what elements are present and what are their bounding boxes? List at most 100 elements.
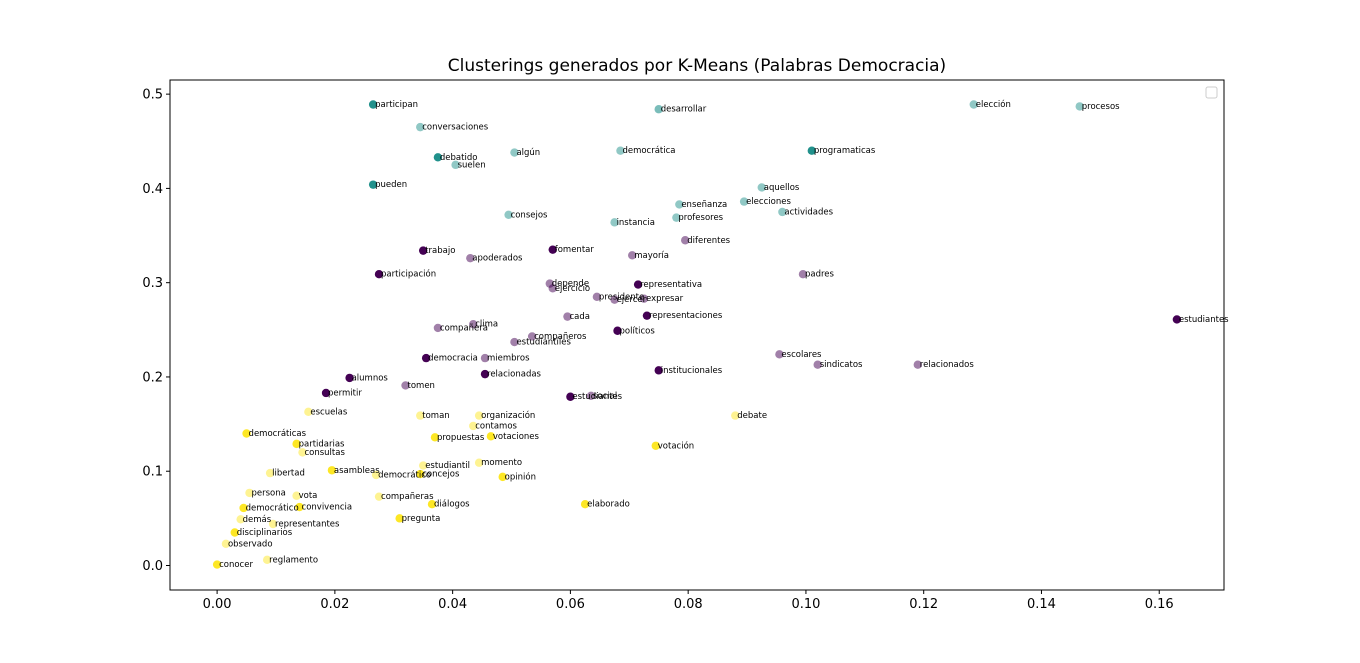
point-label: pregunta bbox=[402, 514, 441, 524]
y-tick-label: 0.2 bbox=[142, 370, 163, 385]
x-tick-label: 0.12 bbox=[909, 597, 938, 612]
point-label: suelen bbox=[458, 160, 486, 170]
data-point bbox=[345, 373, 354, 383]
data-point bbox=[321, 388, 331, 398]
point-label: reglamento bbox=[269, 555, 318, 565]
data-point bbox=[265, 468, 275, 478]
data-point bbox=[1172, 315, 1182, 324]
point-label: democracia bbox=[428, 354, 478, 364]
point-label: elecciones bbox=[746, 197, 791, 207]
data-point bbox=[221, 539, 231, 549]
data-point bbox=[427, 500, 437, 509]
point-label: elaborado bbox=[587, 500, 630, 510]
point-label: contamos bbox=[475, 421, 517, 431]
point-label: compañeras bbox=[381, 492, 434, 502]
x-tick-label: 0.00 bbox=[203, 597, 232, 612]
data-point bbox=[474, 458, 484, 467]
x-tick-label: 0.04 bbox=[438, 597, 467, 612]
point-label: consejos bbox=[511, 210, 548, 220]
data-point bbox=[371, 470, 381, 480]
point-label: democrática bbox=[622, 146, 675, 156]
point-label: persona bbox=[251, 488, 285, 498]
data-point bbox=[757, 183, 766, 192]
x-tick-label: 0.14 bbox=[1027, 597, 1056, 612]
point-label: pueden bbox=[375, 180, 407, 190]
data-point bbox=[418, 246, 428, 255]
data-point bbox=[613, 326, 622, 335]
point-label: trabajo bbox=[425, 246, 455, 256]
point-label: opinión bbox=[505, 471, 536, 482]
data-point bbox=[480, 369, 490, 379]
data-point bbox=[913, 360, 923, 369]
point-label: partidarias bbox=[299, 439, 345, 449]
point-label: organización bbox=[481, 410, 535, 421]
y-tick-label: 0.3 bbox=[142, 276, 163, 291]
x-tick-label: 0.16 bbox=[1145, 597, 1174, 612]
point-label: depende bbox=[552, 279, 589, 289]
point-label: debatido bbox=[440, 153, 478, 163]
point-label: procesos bbox=[1082, 102, 1120, 112]
chart-title: Clusterings generados por K-Means (Palab… bbox=[448, 56, 946, 76]
data-point bbox=[466, 253, 475, 263]
data-point bbox=[374, 492, 384, 501]
data-point bbox=[807, 146, 817, 155]
point-label: permitir bbox=[328, 388, 362, 398]
data-point bbox=[327, 466, 337, 475]
x-tick-label: 0.02 bbox=[320, 597, 349, 612]
point-label: fomentar bbox=[555, 245, 595, 255]
data-point bbox=[610, 218, 619, 227]
point-label: padres bbox=[805, 270, 835, 280]
data-point bbox=[268, 519, 278, 529]
y-tick-label: 0.0 bbox=[142, 559, 163, 574]
data-point bbox=[610, 295, 619, 304]
point-label: compañeros bbox=[534, 332, 587, 342]
point-label: toman bbox=[422, 411, 449, 421]
data-point bbox=[239, 503, 248, 513]
data-point bbox=[628, 251, 637, 260]
plot-frame bbox=[169, 79, 1225, 591]
data-point bbox=[469, 319, 478, 329]
data-point bbox=[418, 461, 428, 470]
point-label: sindicatos bbox=[820, 360, 863, 370]
x-tick-label: 0.06 bbox=[556, 597, 585, 612]
point-label: consultas bbox=[304, 448, 345, 458]
data-point bbox=[586, 391, 596, 401]
data-point bbox=[580, 500, 590, 509]
point-label: participación bbox=[381, 269, 436, 280]
point-label: debate bbox=[737, 411, 767, 421]
data-point bbox=[395, 514, 404, 523]
data-point bbox=[451, 160, 460, 170]
data-point bbox=[639, 294, 649, 303]
point-label: vota bbox=[299, 491, 318, 501]
point-label: relacionadas bbox=[487, 370, 542, 380]
data-point bbox=[778, 207, 787, 217]
data-point bbox=[368, 100, 378, 109]
data-point bbox=[368, 180, 378, 189]
point-label: representaciones bbox=[649, 311, 723, 321]
point-label: miembros bbox=[487, 354, 530, 364]
data-point bbox=[480, 353, 490, 363]
data-point bbox=[374, 269, 384, 279]
data-point bbox=[292, 491, 301, 500]
point-label: representativa bbox=[640, 280, 702, 290]
data-point bbox=[262, 555, 272, 565]
point-label: mayoría bbox=[634, 251, 669, 261]
data-point bbox=[798, 269, 808, 279]
data-point bbox=[775, 350, 784, 359]
data-point bbox=[295, 502, 304, 512]
x-axis: 0.00 0.02 0.04 0.06 0.08 0.10 0.12 0.14 0.16 bbox=[203, 590, 1174, 612]
data-point bbox=[548, 284, 557, 293]
data-point bbox=[672, 213, 681, 222]
data-point bbox=[527, 332, 537, 341]
point-label: aquellos bbox=[764, 183, 800, 193]
x-tick-label: 0.10 bbox=[791, 597, 820, 612]
point-label: votación bbox=[658, 440, 694, 451]
data-point bbox=[1075, 102, 1084, 111]
data-point bbox=[654, 105, 663, 114]
y-tick-label: 0.1 bbox=[142, 465, 163, 480]
data-point bbox=[739, 197, 749, 206]
data-point bbox=[474, 411, 484, 420]
data-point bbox=[486, 432, 496, 441]
data-point bbox=[230, 528, 239, 537]
